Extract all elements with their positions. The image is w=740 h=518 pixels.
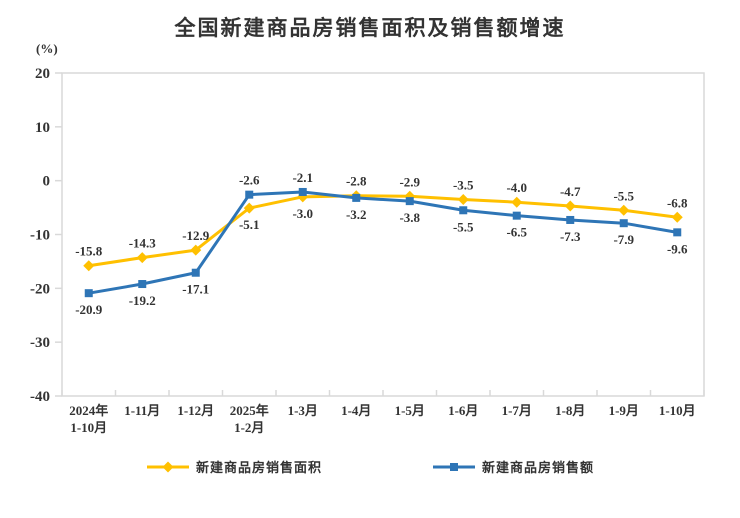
svg-text:-5.5: -5.5: [613, 188, 634, 203]
svg-text:0: 0: [43, 174, 51, 190]
svg-text:-3.5: -3.5: [453, 178, 474, 193]
y-axis-labels: 20 10 0 -10 -20 -30 -40: [30, 66, 50, 405]
svg-text:1-10月: 1-10月: [659, 403, 696, 418]
svg-text:-3.8: -3.8: [399, 210, 420, 225]
svg-text:-12.9: -12.9: [182, 228, 210, 243]
svg-text:-9.6: -9.6: [667, 241, 688, 256]
svg-text:-7.9: -7.9: [613, 232, 634, 247]
svg-text:-20: -20: [30, 281, 50, 297]
svg-text:10: 10: [35, 120, 50, 136]
chart-legend: 新建商品房销售面积 新建商品房销售额: [0, 457, 740, 476]
legend-label-sales-amount: 新建商品房销售额: [482, 460, 595, 475]
legend-item-sales-amount: 新建商品房销售额: [432, 457, 594, 476]
legend-label-sales-area: 新建商品房销售面积: [195, 460, 322, 475]
svg-text:-30: -30: [30, 335, 50, 351]
svg-text:-5.5: -5.5: [453, 219, 474, 234]
legend-swatch-sales-amount-icon: [433, 462, 475, 471]
svg-text:1-4月: 1-4月: [341, 403, 371, 418]
series-sales-area-line: [83, 190, 683, 272]
svg-text:-5.1: -5.1: [239, 217, 260, 232]
svg-text:1-6月: 1-6月: [448, 403, 478, 418]
svg-text:20: 20: [35, 66, 50, 82]
svg-text:-4.0: -4.0: [506, 180, 527, 195]
svg-text:1-12月: 1-12月: [177, 403, 214, 418]
svg-text:-3.0: -3.0: [292, 206, 313, 221]
svg-text:-7.3: -7.3: [560, 229, 581, 244]
series-sales-area-labels: -15.8 -14.3 -12.9 -5.1 -3.0 -2.8 -2.9 -3.5 -4.0 -…: [75, 174, 688, 259]
legend-item-sales-area: 新建商品房销售面积: [146, 457, 322, 476]
svg-text:-10: -10: [30, 228, 50, 244]
svg-text:1-7月: 1-7月: [502, 403, 532, 418]
svg-text:1-9月: 1-9月: [609, 403, 639, 418]
svg-text:-6.8: -6.8: [667, 195, 688, 210]
series-sales-amount-labels: -20.9-19.2-17.1-2.6 -2.1-3.2 -3.8-5.5 -6.5-…: [75, 170, 688, 317]
svg-text:-19.2: -19.2: [129, 293, 156, 308]
axes: [55, 72, 705, 397]
svg-text:-14.3: -14.3: [129, 236, 157, 251]
svg-text:-2.9: -2.9: [399, 174, 420, 189]
svg-text:1-8月: 1-8月: [555, 403, 585, 418]
svg-text:1-3月: 1-3月: [288, 403, 318, 418]
svg-text:-40: -40: [30, 389, 50, 405]
series-sales-amount-line: [84, 187, 682, 298]
svg-text:-4.7: -4.7: [560, 184, 581, 199]
svg-text:-2.1: -2.1: [292, 170, 313, 185]
svg-text:-2.6: -2.6: [239, 173, 260, 188]
svg-text:-17.1: -17.1: [182, 282, 209, 297]
legend-swatch-sales-area-icon: [146, 461, 189, 472]
svg-text:-2.8: -2.8: [346, 174, 367, 189]
svg-text:-20.9: -20.9: [75, 302, 103, 317]
svg-text:1-5月: 1-5月: [395, 403, 425, 418]
svg-text:1-11月: 1-11月: [124, 403, 160, 418]
svg-text:-15.8: -15.8: [75, 244, 103, 259]
svg-text:-3.2: -3.2: [346, 207, 367, 222]
chart-title: 全国新建商品房销售面积及销售额增速: [174, 17, 566, 40]
svg-text:-6.5: -6.5: [506, 225, 527, 240]
x-axis-labels: 2024年 1-10月 1-11月 1-12月 2025年 1-2月 1-3月 1-4月 1-5…: [69, 403, 695, 435]
y-axis-unit-label: (%): [36, 41, 58, 56]
